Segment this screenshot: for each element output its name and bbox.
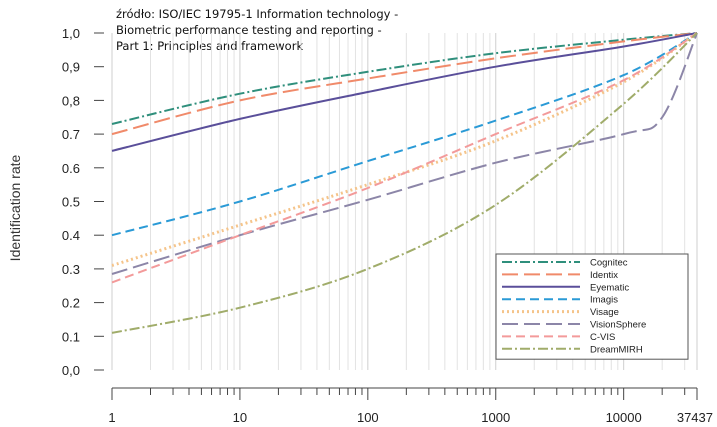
y-axis-ticks: 0,0 0.1 0.2 0.3 0.4 0.5 0.6 0.7 0,8 0,9 1,0 [62,26,104,378]
legend-label: Identix [590,270,618,281]
x-tick-label: 100 [357,410,379,425]
y-tick-label: 0,8 [62,93,80,108]
y-tick-label: 0.2 [62,296,80,311]
source-note-line: Biometric performance testing and report… [116,23,382,37]
y-tick-label: 0.3 [62,262,80,277]
legend-label: Eyematic [590,282,629,293]
series-line-identix [111,32,698,136]
x-tick-label: 10000 [606,410,642,425]
y-tick-label: 0.6 [62,161,80,176]
series-line-visage [111,31,698,267]
series-line-cognitec [111,32,698,125]
y-tick-label: 0.4 [62,228,80,243]
x-tick-label: 10 [233,410,247,425]
series-line-imagis [111,32,698,237]
y-tick-label: 0.7 [62,127,80,142]
legend-label: Cognitec [590,258,628,269]
y-tick-label: 0.1 [62,329,80,344]
x-tick-label: 1 [108,410,115,425]
legend-label: DreamMIRH [590,344,643,355]
x-axis: 1 10 100 1000 10000 37437 [108,387,713,425]
x-tick-label: 37437 [677,410,713,425]
series-line-eyematic [111,32,698,152]
legend-label: VisionSphere [590,320,646,331]
series-lines [111,31,698,334]
source-note-line: Part 1: Principles and framework [116,39,304,53]
series-line-dreammirh [111,32,698,334]
y-tick-label: 0,9 [62,60,80,75]
y-axis-label: Identification rate [7,154,23,261]
y-tick-label: 0.5 [62,195,80,210]
x-tick-label: 1000 [481,410,510,425]
legend-label: Visage [590,307,619,318]
y-tick-label: 0,0 [62,363,80,378]
series-line-visionsphere [111,32,698,275]
y-tick-label: 1,0 [62,26,80,41]
source-note: źródło: ISO/IEC 19795-1 Information tech… [116,6,398,54]
legend-label: Imagis [590,295,618,306]
legend-label: C-VIS [590,332,615,343]
legend-box [495,253,689,360]
series-line-c-vis [111,32,698,284]
source-note-line: źródło: ISO/IEC 19795-1 Information tech… [116,7,399,21]
